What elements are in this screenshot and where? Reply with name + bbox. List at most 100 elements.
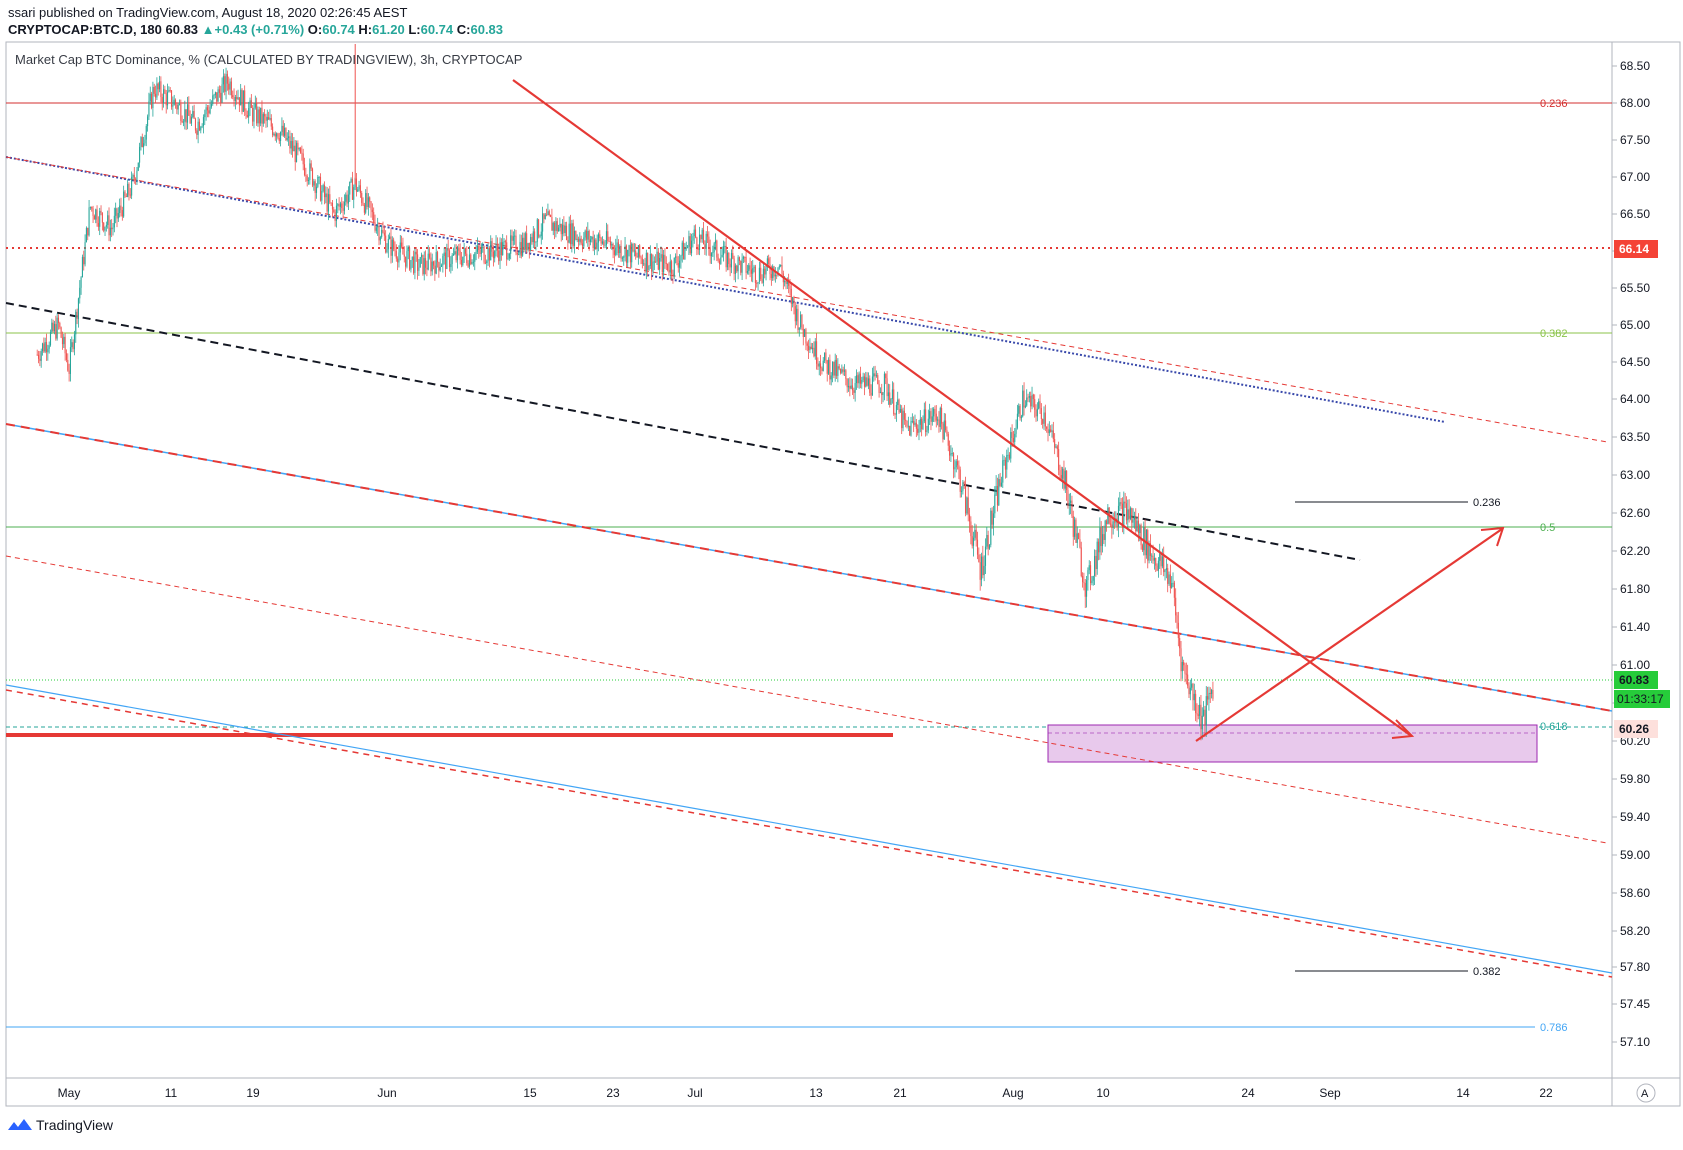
time-tick-label: 11 xyxy=(165,1086,178,1100)
candle-body xyxy=(1046,426,1048,429)
candle-body xyxy=(182,121,185,123)
candle-body xyxy=(648,265,650,271)
candle-body xyxy=(628,245,630,250)
candle-body xyxy=(353,187,355,200)
candle-body xyxy=(99,210,101,227)
candle-body xyxy=(911,420,913,422)
channel-upper-blue-line[interactable] xyxy=(5,156,1446,423)
candle-body xyxy=(339,203,341,207)
candle-body xyxy=(377,225,379,228)
candle-body xyxy=(972,537,975,546)
candle-body xyxy=(684,248,686,260)
candle-body xyxy=(635,250,637,257)
candle-body xyxy=(398,252,400,263)
channel-bottom-blue-line[interactable] xyxy=(5,684,1613,974)
candle-body xyxy=(487,247,489,262)
price-axis[interactable]: 68.5068.0067.5067.0066.5066.0065.5065.00… xyxy=(1612,59,1650,1049)
candle-body xyxy=(647,252,649,271)
candle-body xyxy=(736,265,738,272)
candle-body xyxy=(289,136,291,149)
candle-body xyxy=(784,281,786,283)
candle-body xyxy=(701,229,703,240)
candle-body xyxy=(36,354,38,356)
candle-body xyxy=(698,234,701,251)
candle-body xyxy=(397,258,399,263)
candle-body xyxy=(812,347,814,350)
downtrend-arrow-line[interactable] xyxy=(512,79,1411,736)
candle-body xyxy=(351,178,353,200)
candle-body xyxy=(151,93,153,109)
candle-body xyxy=(692,236,694,241)
candle-body xyxy=(814,341,816,357)
candle-body xyxy=(608,241,610,242)
candle-body xyxy=(680,255,682,261)
candle-body xyxy=(448,250,451,268)
candle-body xyxy=(1105,520,1108,525)
channel-upper-red-line[interactable] xyxy=(5,156,1608,443)
time-axis[interactable]: May 11 19 Jun 15 23 Jul 13 21 Aug 10 24 Sep 14 22 xyxy=(58,1086,1553,1100)
time-tick-label: 13 xyxy=(809,1086,823,1100)
auto-scale-button[interactable] xyxy=(1636,1083,1656,1103)
candle-body xyxy=(59,322,61,328)
candle-body xyxy=(1003,459,1005,461)
candle-body xyxy=(897,399,899,405)
candle-body xyxy=(120,205,122,211)
candle-body xyxy=(770,274,772,279)
candlestick-series[interactable] xyxy=(36,44,1214,741)
candle-body xyxy=(1117,505,1120,528)
candle-body xyxy=(1068,502,1070,506)
candle-body xyxy=(63,336,65,345)
candle-body xyxy=(829,359,831,380)
candle-body xyxy=(617,242,619,254)
candle-body xyxy=(748,265,750,271)
candle-body xyxy=(661,254,663,273)
candle-body xyxy=(68,370,70,374)
candle-body xyxy=(887,392,889,397)
candle-body xyxy=(718,260,721,264)
symbol-label[interactable]: CRYPTOCAP:BTC.D, 180 xyxy=(8,22,162,37)
candle-body xyxy=(765,266,767,275)
candle-body xyxy=(1039,401,1041,409)
price-axis-box xyxy=(1611,41,1681,1107)
candle-body xyxy=(953,453,955,470)
candle-body xyxy=(964,483,967,514)
candle-body xyxy=(592,236,594,248)
candle-body xyxy=(200,127,202,131)
candle-body xyxy=(708,236,710,248)
candle-body xyxy=(186,104,189,123)
candle-body xyxy=(987,534,989,549)
candle-body xyxy=(422,254,424,275)
candle-body xyxy=(1109,523,1112,525)
candle-body xyxy=(866,377,868,386)
channel-mid-black-line[interactable] xyxy=(5,302,1361,561)
candle-body xyxy=(754,266,756,283)
candle-body xyxy=(967,497,969,515)
channel-bottom-red-line[interactable] xyxy=(5,689,1613,978)
change-arrow-icon: ▲ xyxy=(201,22,215,37)
low-value: 60.74 xyxy=(420,22,454,37)
candle-body xyxy=(742,256,744,259)
price-change: +0.43 (+0.71%) xyxy=(214,22,305,37)
support-zone[interactable] xyxy=(1047,724,1538,763)
candle-body xyxy=(311,168,314,186)
candle-body xyxy=(959,469,961,492)
candle-body xyxy=(1004,459,1006,470)
candle-body xyxy=(851,385,854,391)
candle-body xyxy=(726,252,729,268)
channel-lower-red-line[interactable] xyxy=(5,423,1613,712)
rebound-arrow-line[interactable] xyxy=(1195,528,1503,742)
candle-body xyxy=(1028,396,1030,398)
candle-body xyxy=(523,237,525,250)
candle-body xyxy=(1192,683,1194,701)
candle-body xyxy=(639,245,641,257)
candle-body xyxy=(1038,401,1040,409)
candle-body xyxy=(909,425,911,436)
channel-mid-red-line[interactable] xyxy=(5,555,1608,844)
candle-body xyxy=(201,126,203,128)
candle-body xyxy=(877,375,879,384)
candle-body xyxy=(1016,413,1018,428)
candle-body xyxy=(129,194,131,196)
candle-body xyxy=(780,264,782,267)
